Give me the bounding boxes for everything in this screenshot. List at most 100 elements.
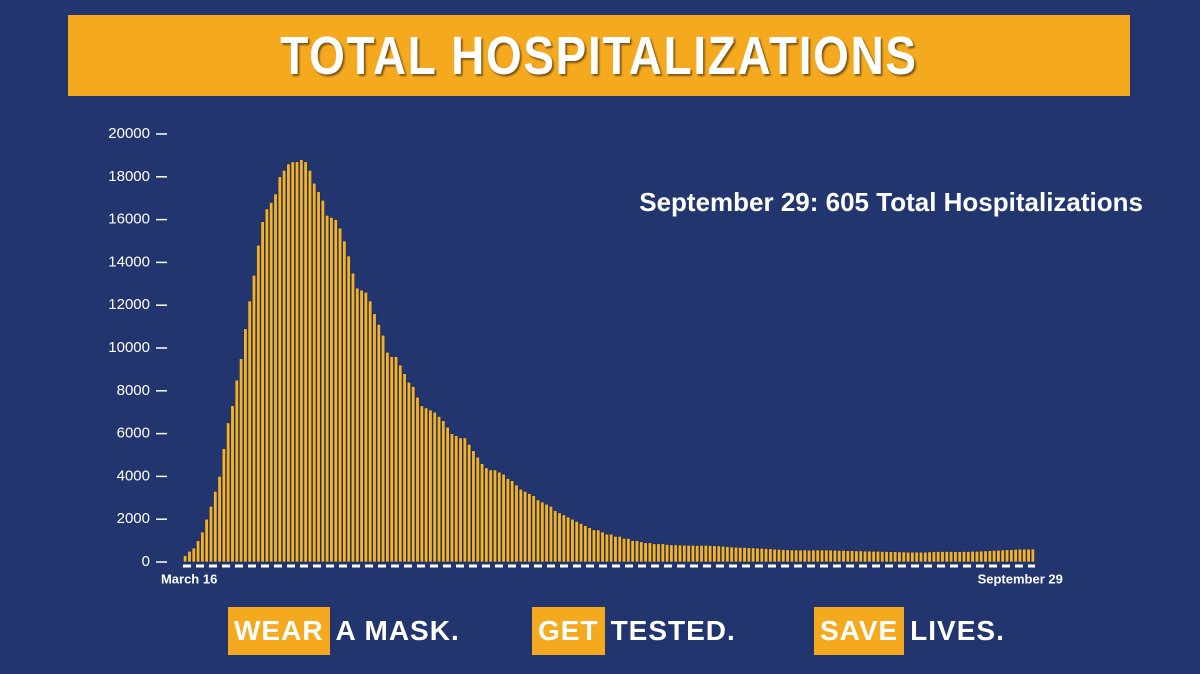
bar: [794, 549, 799, 563]
bar: [716, 545, 721, 563]
bar: [196, 540, 201, 563]
bar: [230, 405, 235, 563]
bar: [630, 540, 635, 563]
bar: [583, 525, 588, 563]
bar: [523, 491, 528, 563]
annotation: September 29: 605 Total Hospitalizations: [639, 187, 1143, 217]
slogan-text: LIVES.: [910, 615, 1005, 646]
bar: [931, 551, 936, 563]
bar: [535, 499, 541, 563]
bar: [918, 551, 923, 563]
bar: [217, 476, 222, 563]
bar: [837, 550, 842, 563]
bar: [819, 549, 825, 563]
bar: [191, 547, 196, 563]
bar: [256, 244, 261, 563]
bar: [406, 381, 411, 563]
bar: [970, 550, 975, 563]
bar: [983, 550, 988, 563]
bar: [609, 533, 614, 563]
bar: [221, 448, 226, 563]
bar: [389, 356, 394, 563]
bar: [574, 521, 579, 563]
slogan-highlight: GET: [532, 607, 605, 655]
bar: [346, 255, 351, 563]
bar: [475, 456, 480, 563]
x-tick-label: March 16: [161, 571, 217, 586]
bar: [875, 550, 880, 563]
bar: [239, 358, 244, 563]
bar: [617, 536, 622, 563]
bar: [979, 550, 984, 563]
bar: [686, 545, 691, 563]
bar: [781, 549, 786, 563]
bar: [484, 467, 489, 563]
bar: [953, 551, 958, 563]
bar: [467, 443, 472, 563]
bar: [234, 379, 239, 563]
bar: [415, 396, 420, 563]
bar: [906, 551, 911, 563]
bar: [656, 543, 661, 563]
bar: [247, 300, 252, 563]
bar: [1000, 549, 1005, 563]
bar: [501, 473, 506, 563]
y-tick-label: 14000: [108, 253, 150, 270]
bar: [884, 551, 889, 563]
y-tick-label: 6000: [117, 425, 150, 442]
bar: [402, 373, 407, 563]
slogan: WEAR A MASK.: [228, 606, 460, 656]
bar: [871, 550, 876, 563]
bar: [187, 550, 192, 563]
bar: [992, 550, 997, 563]
bar: [987, 550, 992, 563]
bar: [587, 527, 592, 563]
bar: [647, 542, 652, 563]
bar: [626, 538, 631, 563]
bar: [733, 546, 738, 563]
bar: [643, 542, 648, 563]
bar: [660, 543, 665, 563]
bar: [858, 550, 863, 563]
title-banner: TOTAL HOSPITALIZATIONS: [68, 15, 1130, 96]
bar: [841, 550, 846, 563]
bar: [914, 551, 919, 563]
bar: [591, 529, 596, 563]
bar: [277, 176, 282, 563]
bar: [458, 437, 463, 563]
bar: [901, 551, 906, 563]
bar: [600, 531, 605, 563]
bar: [974, 550, 979, 563]
bar: [200, 531, 205, 563]
bar: [1030, 548, 1035, 563]
bar: [290, 161, 295, 563]
bar: [863, 550, 868, 563]
bar: [561, 514, 566, 563]
bar: [376, 324, 381, 563]
bar: [708, 545, 713, 563]
bar: [480, 463, 485, 563]
bar: [497, 471, 502, 563]
bar: [832, 549, 837, 563]
slogan-text: A MASK.: [335, 615, 460, 646]
bar: [432, 411, 437, 563]
slogan: SAVE LIVES.: [814, 606, 1005, 656]
bar: [764, 548, 769, 563]
bar: [682, 544, 687, 563]
bar: [759, 548, 764, 563]
bar: [772, 548, 777, 563]
bar: [269, 202, 274, 563]
bar: [295, 161, 300, 563]
bar: [665, 544, 670, 563]
bar: [381, 334, 386, 563]
bar: [312, 182, 317, 563]
bar: [264, 208, 269, 563]
bar: [824, 549, 829, 563]
bar: [544, 503, 549, 563]
bar: [893, 551, 898, 563]
bar: [329, 217, 334, 563]
bar: [699, 545, 704, 563]
bar: [789, 549, 794, 563]
bar: [570, 518, 575, 563]
bar: [604, 533, 609, 563]
